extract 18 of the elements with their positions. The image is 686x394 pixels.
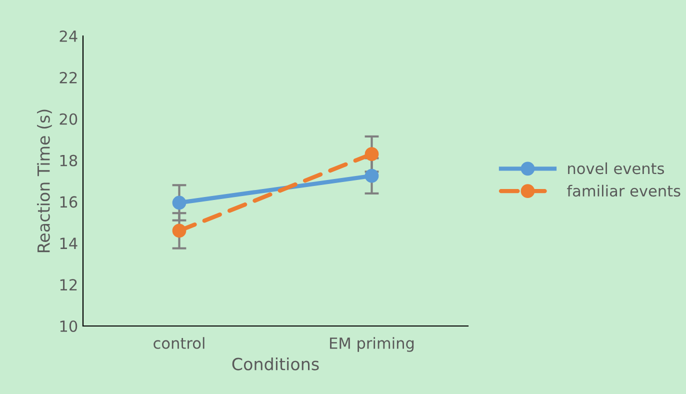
point (364, 168, 379, 183)
y-tick-label: 18 (60, 154, 78, 166)
x-axis-title: Conditions (232, 357, 319, 370)
y-tick-label: 20 (60, 113, 78, 125)
legend-label: novel events (568, 162, 664, 174)
y-tick-label: 22 (60, 72, 77, 84)
x-tick-label: control (154, 337, 204, 349)
point (172, 196, 186, 210)
y-tick-label: 10 (60, 320, 78, 332)
point (364, 147, 379, 162)
y-tick-label: 12 (60, 279, 77, 290)
y-tick-label: 24 (60, 30, 78, 42)
y-tick-label: 14 (60, 238, 78, 249)
x-tick-label: EM priming (330, 337, 414, 352)
y-axis-title: Reaction Time (s) (37, 110, 52, 252)
y-tick-label: 16 (60, 196, 78, 208)
point (172, 224, 186, 238)
legend-label: familiar events (567, 184, 680, 197)
